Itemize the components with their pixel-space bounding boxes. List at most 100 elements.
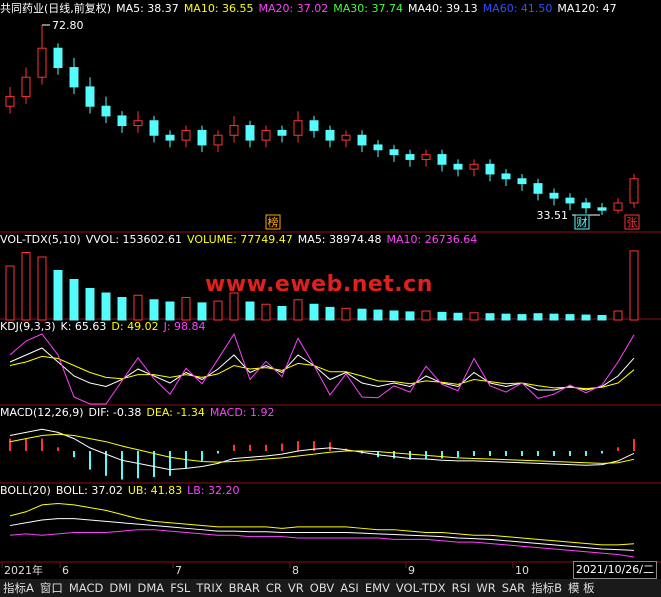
candle-body [389, 149, 399, 156]
kdj-line [9, 332, 635, 405]
candle-body [21, 76, 31, 98]
candle-body [245, 125, 255, 141]
volume-bar [5, 265, 15, 321]
volume-header: VOL-TDX(5,10) VVOL: 153602.61 VOLUME: 7774… [0, 233, 661, 247]
x-label: 2021年 [4, 563, 43, 577]
volume-bar [229, 292, 239, 321]
volume-bar [501, 313, 511, 321]
candle-body [261, 129, 271, 141]
candle-body [469, 163, 479, 170]
volume-bar [485, 313, 495, 321]
toolbar-item[interactable]: 指标A [3, 581, 34, 595]
kdj-legend: J: 98.84 [163, 320, 206, 333]
toolbar-item[interactable]: OBV [309, 581, 335, 595]
volume-bar [261, 303, 271, 321]
boll-line [9, 518, 635, 551]
volume-bar [293, 299, 303, 321]
candle-body [373, 144, 383, 151]
toolbar-item[interactable]: RSI [451, 581, 471, 595]
boll-legend: UB: 41.83 [127, 484, 183, 497]
toolbar-item[interactable]: VOL-TDX [395, 581, 446, 595]
x-label: 7 [175, 564, 182, 577]
volume-bar [149, 299, 159, 321]
signal: 榜 [268, 215, 279, 229]
candle-body [421, 154, 431, 160]
toolbar-item[interactable]: WR [476, 581, 496, 595]
toolbar-item[interactable]: ASI [340, 581, 359, 595]
volume-bar [117, 297, 127, 321]
toolbar-item[interactable]: EMV [364, 581, 390, 595]
volume-bar [469, 312, 479, 321]
candle-body [517, 178, 527, 185]
volume-bar [21, 252, 31, 321]
volume-bar [341, 307, 351, 321]
candle-body [533, 183, 543, 194]
watermark: www.eweb.net.cn [205, 272, 433, 297]
ma-legend: MA10: 36.55 [183, 2, 254, 15]
volume-bar [405, 311, 415, 321]
title: 共同药业(日线,前复权) [0, 2, 112, 15]
volume-bar [565, 314, 575, 321]
volume-bar [197, 302, 207, 321]
toolbar-item[interactable]: MACD [68, 581, 104, 595]
candle-body [325, 129, 335, 141]
candle-body [405, 154, 415, 160]
ma-legend: MA20: 37.02 [258, 2, 329, 15]
candle-body [581, 202, 591, 209]
x-label: 6 [62, 564, 69, 577]
toolbar-item[interactable]: 模 板 [567, 581, 595, 595]
toolbar-item[interactable]: TRIX [196, 581, 223, 595]
candle-body [629, 178, 639, 204]
macd-line [9, 428, 635, 471]
signal: 财 [577, 215, 588, 229]
volume-bar [53, 270, 63, 321]
volume-bar [181, 297, 191, 321]
volume-bar [85, 288, 95, 321]
toolbar-item[interactable]: BRAR [228, 581, 260, 595]
candle-body [597, 207, 607, 211]
volume-bar [277, 306, 287, 321]
volume-bar [629, 250, 639, 321]
volume-bar [437, 311, 447, 321]
toolbar-item[interactable]: DMI [109, 581, 132, 595]
volume-bar [309, 303, 319, 321]
boll-line [9, 503, 635, 546]
volume-bar [549, 313, 559, 321]
toolbar-item[interactable]: 窗口 [39, 581, 63, 595]
candle-body [133, 120, 143, 127]
toolbar-item[interactable]: VR [287, 581, 304, 595]
candle-body [69, 67, 79, 88]
high-annotation: 72.80 [52, 19, 84, 32]
toolbar-item[interactable]: 指标B [531, 581, 562, 595]
toolbar-item[interactable]: DMA [137, 581, 165, 595]
volume-legend: VOL-TDX(5,10) [0, 233, 81, 246]
macd-header: MACD(12,26,9) DIF: -0.38 DEA: -1.34 MACD: 1… [0, 406, 661, 420]
kdj-header: KDJ(9,3,3) K: 65.63 D: 49.02 J: 98.84 [0, 320, 661, 334]
toolbar-item[interactable]: CR [265, 581, 282, 595]
candle-body [357, 134, 367, 146]
candle-body [5, 96, 15, 107]
volume-bar [213, 300, 223, 321]
candle-body [53, 47, 63, 69]
macd-legend: DIF: -0.38 [88, 406, 142, 419]
boll-legend: BOLL: 37.02 [55, 484, 123, 497]
signal-box [265, 214, 281, 230]
toolbar-item[interactable]: SAR [501, 581, 526, 595]
toolbar-item[interactable]: FSL [170, 581, 191, 595]
candle-body [37, 47, 47, 78]
signal-box [574, 214, 590, 230]
signal-box [624, 214, 640, 230]
boll-legend: BOLL(20) [0, 484, 51, 497]
candle-body [565, 197, 575, 204]
price-header: 共同药业(日线,前复权) MA5: 38.37 MA10: 36.55 MA20: 3… [0, 2, 661, 16]
volume-bar [517, 314, 527, 321]
candle-body [293, 120, 303, 136]
volume-bar [597, 315, 607, 321]
macd-legend: MACD(12,26,9) [0, 406, 84, 419]
candle-body [149, 120, 159, 136]
kdj-legend: D: 49.02 [111, 320, 159, 333]
x-label: 10 [515, 564, 529, 577]
candle-body [197, 129, 207, 146]
